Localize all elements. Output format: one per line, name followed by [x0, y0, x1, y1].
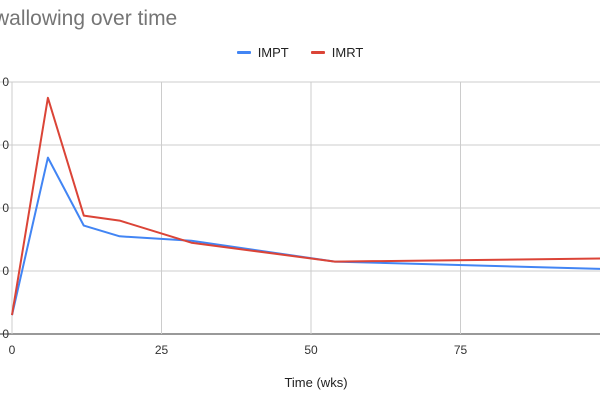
legend-label-impt: IMPT: [257, 45, 289, 60]
tick-labels: 0000002550751: [2, 75, 468, 357]
x-axis-label: Time (wks): [284, 375, 347, 390]
legend-item-impt[interactable]: IMPT: [236, 45, 289, 60]
x-tick-label: 75: [454, 343, 468, 357]
legend-swatch-imrt: [310, 51, 325, 54]
y-tick-label: 0: [2, 75, 9, 89]
legend-swatch-impt: [236, 51, 251, 54]
chart-title: wallowing over time: [0, 7, 178, 30]
series-lines: [11, 96, 600, 316]
x-tick-label: 25: [155, 343, 169, 357]
legend: IMPT IMRT: [0, 45, 600, 60]
series-line-impt[interactable]: [11, 156, 600, 316]
y-tick-label: 0: [2, 138, 9, 152]
y-tick-label: 0: [2, 264, 9, 278]
legend-label-imrt: IMRT: [331, 45, 364, 60]
x-tick-label: 50: [304, 343, 318, 357]
series-line-imrt[interactable]: [11, 96, 600, 316]
x-tick-label: 0: [9, 343, 16, 357]
y-tick-label: 0: [2, 201, 9, 215]
y-tick-label: 0: [2, 327, 9, 341]
legend-item-imrt[interactable]: IMRT: [310, 45, 364, 60]
grid: [0, 81, 600, 335]
